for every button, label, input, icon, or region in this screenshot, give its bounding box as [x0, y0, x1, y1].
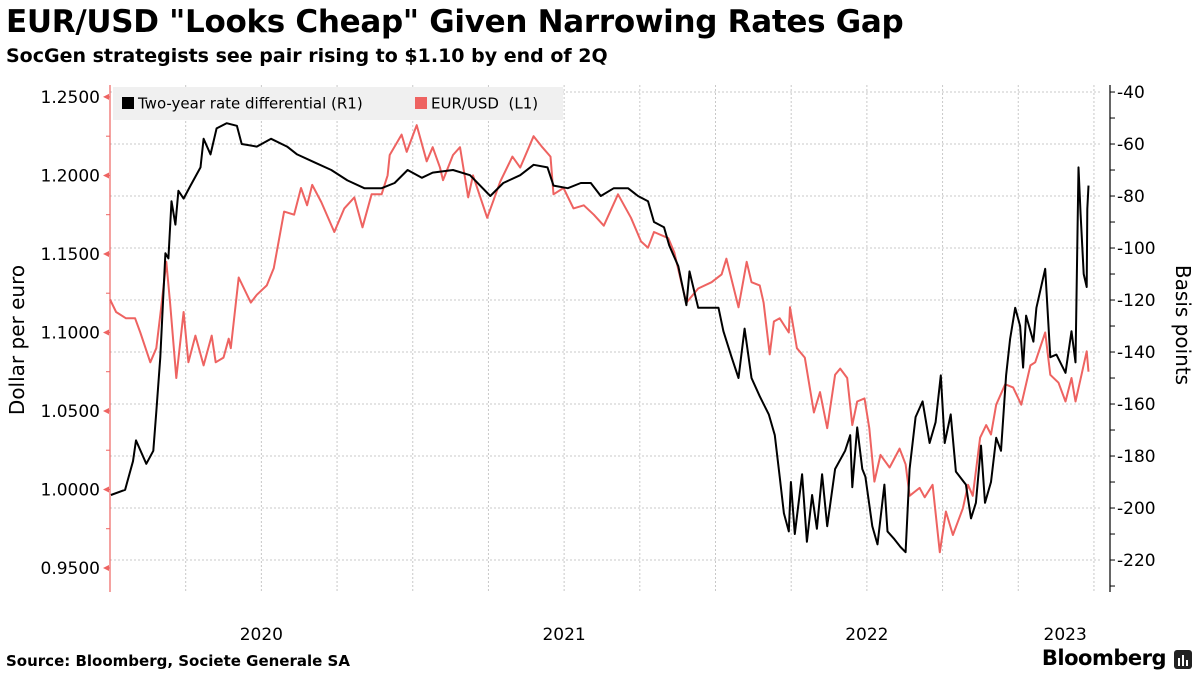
right-axis-label: Basis points — [1171, 265, 1195, 385]
right-axis-tick-label: -100 — [1117, 239, 1156, 259]
right-axis-tick-label: -80 — [1117, 187, 1145, 207]
legend-swatch-rate-differential — [122, 97, 134, 109]
left-axis-tick-mark — [103, 407, 109, 414]
right-axis-tick-label: -180 — [1117, 447, 1156, 467]
left-axis-tick-mark — [103, 329, 109, 336]
left-axis-tick-mark — [103, 486, 109, 493]
left-axis-tick-label: 1.0500 — [41, 402, 100, 422]
bloomberg-logo: Bloomberg — [1041, 646, 1167, 670]
left-axis-tick-label: 1.1000 — [41, 323, 100, 343]
right-axis-tick-label: -220 — [1117, 551, 1156, 571]
source-note: Source: Bloomberg, Societe Generale SA — [6, 652, 350, 670]
x-axis-tick-label: 2022 — [845, 625, 888, 645]
series-lines — [109, 122, 1090, 554]
right-axis-tick-label: -40 — [1117, 83, 1145, 103]
series-line-eurusd — [109, 124, 1090, 554]
legend-label-eurusd: EUR/USD (L1) — [431, 95, 538, 113]
left-axis-tick-mark — [103, 172, 109, 179]
right-axis-tick-label: -140 — [1117, 343, 1156, 363]
right-axis-tick-label: -120 — [1117, 291, 1156, 311]
x-axis-tick-label: 2020 — [240, 625, 283, 645]
left-axis-tick-label: 1.1500 — [41, 245, 100, 265]
right-axis-tick-label: -60 — [1117, 135, 1145, 155]
left-axis-label: Dollar per euro — [5, 265, 29, 415]
x-axis-tick-label: 2021 — [542, 625, 585, 645]
left-axis-tick-mark — [103, 250, 109, 257]
x-axis-tick-label: 2023 — [1044, 625, 1087, 645]
left-axis-tick-mark — [103, 564, 109, 571]
right-axis-tick-label: -160 — [1117, 395, 1156, 415]
axes: 1.2500 1.2000 1.1500 1.1000 1.0500 1.0000 0.95… — [41, 83, 1156, 645]
left-axis-tick-label: 1.2000 — [41, 166, 100, 186]
legend: Two-year rate differential (R1) EUR/USD … — [122, 95, 538, 113]
series-line-rate-differential — [110, 122, 1090, 554]
chart-subtitle: SocGen strategists see pair rising to $1… — [6, 45, 608, 67]
left-axis-tick-mark — [103, 93, 109, 100]
left-axis-tick-label: 1.2500 — [41, 88, 100, 108]
right-axis-tick-label: -200 — [1117, 499, 1156, 519]
bloomberg-chart-icon — [1174, 650, 1192, 669]
chart-title: EUR/USD "Looks Cheap" Given Narrowing Ra… — [6, 4, 904, 40]
gridlines — [110, 85, 1100, 592]
legend-label-rate-differential: Two-year rate differential (R1) — [137, 95, 363, 113]
legend-background — [113, 87, 563, 120]
left-axis-tick-label: 0.9500 — [41, 559, 100, 579]
left-axis-tick-label: 1.0000 — [41, 480, 100, 500]
legend-swatch-eurusd — [415, 97, 427, 109]
